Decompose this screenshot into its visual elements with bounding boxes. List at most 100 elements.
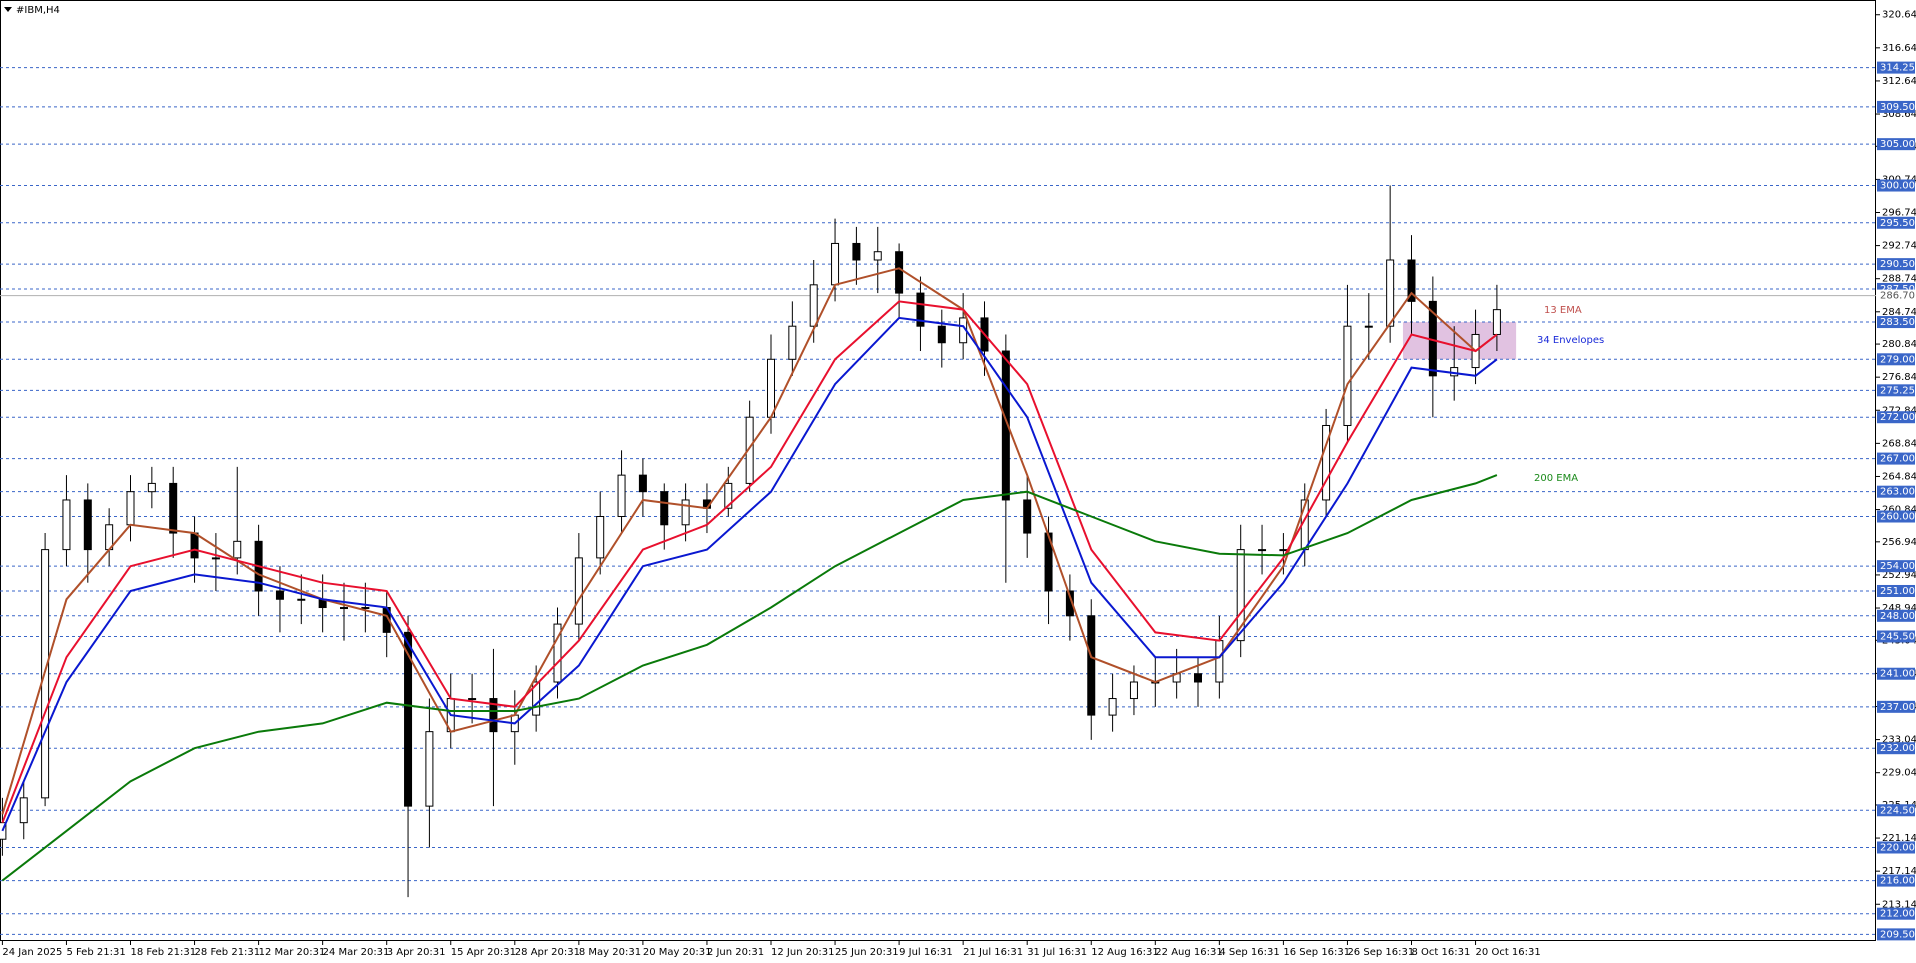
candle-body bbox=[1279, 549, 1288, 552]
candle-body bbox=[617, 474, 626, 518]
level-label: 260.00 bbox=[1880, 512, 1915, 523]
candle-body bbox=[468, 698, 477, 701]
current-price-bg bbox=[1877, 289, 1915, 302]
candle-body bbox=[895, 251, 904, 294]
candle-body bbox=[937, 325, 946, 344]
x-tick-label: 15 Apr 20:31 bbox=[451, 947, 516, 958]
candle-body bbox=[1386, 259, 1395, 327]
y-tick-label: 316.64 bbox=[1882, 43, 1916, 54]
level-label-bg bbox=[1877, 907, 1915, 920]
x-tick-label: 9 Jul 16:31 bbox=[899, 947, 953, 958]
y-tick-label: 312.64 bbox=[1882, 76, 1916, 87]
candle-body bbox=[1023, 499, 1032, 534]
candle-body bbox=[233, 540, 242, 559]
x-tick-label: 8 Oct 16:31 bbox=[1412, 947, 1471, 958]
level-label-bg bbox=[1877, 138, 1915, 151]
level-label: 272.00 bbox=[1880, 412, 1915, 423]
candle-body bbox=[553, 623, 562, 683]
y-tick-label: 248.94 bbox=[1882, 603, 1916, 614]
candle-body bbox=[596, 516, 605, 559]
candle-body bbox=[190, 532, 199, 559]
candle-body bbox=[1322, 424, 1331, 501]
y-tick-label: 272.84 bbox=[1882, 405, 1916, 416]
level-label: 290.50 bbox=[1880, 259, 1915, 270]
level-label-bg bbox=[1877, 179, 1915, 192]
chart-title: #IBM,H4 bbox=[16, 5, 60, 16]
y-tick-label: 296.74 bbox=[1882, 208, 1916, 219]
candle-body bbox=[126, 491, 135, 526]
y-tick-label: 229.04 bbox=[1882, 768, 1916, 779]
y-tick-label: 233.04 bbox=[1882, 735, 1916, 746]
y-tick-label: 280.84 bbox=[1882, 339, 1916, 350]
level-label-bg bbox=[1877, 700, 1915, 713]
level-label: 300.00 bbox=[1880, 181, 1915, 192]
y-tick-label: 217.14 bbox=[1882, 866, 1916, 877]
level-label-bg bbox=[1877, 100, 1915, 113]
candle-body bbox=[425, 731, 434, 807]
level-label: 267.00 bbox=[1880, 454, 1915, 465]
x-tick-label: 12 Jun 20:31 bbox=[771, 947, 835, 958]
candle-body bbox=[1108, 698, 1117, 716]
y-tick-label: 256.94 bbox=[1882, 537, 1916, 548]
x-tick-label: 12 Aug 16:31 bbox=[1091, 947, 1158, 958]
level-label: 287.50 bbox=[1880, 284, 1915, 295]
candle-body bbox=[873, 251, 882, 261]
x-tick-label: 21 Jul 16:31 bbox=[963, 947, 1023, 958]
level-label: 309.50 bbox=[1880, 102, 1915, 113]
indicator-label: 13 EMA bbox=[1544, 305, 1582, 316]
x-tick-label: 18 Feb 21:31 bbox=[131, 947, 197, 958]
candle-body bbox=[681, 499, 690, 526]
level-label: 275.25 bbox=[1880, 385, 1915, 396]
candle-body bbox=[1492, 309, 1501, 335]
level-label: 305.00 bbox=[1880, 139, 1915, 150]
x-tick-label: 5 Feb 21:31 bbox=[66, 947, 125, 958]
y-tick-label: 268.84 bbox=[1882, 438, 1916, 449]
x-tick-label: 12 Mar 20:31 bbox=[259, 947, 326, 958]
x-tick-label: 24 Mar 20:31 bbox=[323, 947, 390, 958]
level-label: 283.50 bbox=[1880, 317, 1915, 328]
candle-body bbox=[169, 482, 178, 534]
level-label-bg bbox=[1877, 630, 1915, 643]
x-tick-label: 26 Sep 16:31 bbox=[1347, 947, 1414, 958]
level-label-bg bbox=[1877, 742, 1915, 755]
candle-body bbox=[831, 242, 840, 286]
candle-body bbox=[83, 499, 92, 551]
level-label: 254.00 bbox=[1880, 561, 1915, 572]
x-tick-label: 20 May 20:31 bbox=[643, 947, 712, 958]
x-tick-label: 25 Jun 20:31 bbox=[835, 947, 899, 958]
level-label-bg bbox=[1877, 584, 1915, 597]
candle-body bbox=[1129, 681, 1138, 700]
level-label: 237.00 bbox=[1880, 702, 1915, 713]
y-tick-label: 213.14 bbox=[1882, 899, 1916, 910]
candle-body bbox=[297, 598, 306, 601]
y-tick-label: 252.94 bbox=[1882, 570, 1916, 581]
y-tick-label: 284.74 bbox=[1882, 307, 1916, 318]
indicator-line bbox=[1, 267, 1498, 815]
y-tick-label: 308.64 bbox=[1882, 109, 1916, 120]
candle-body bbox=[1343, 325, 1352, 426]
level-label-bg bbox=[1877, 485, 1915, 498]
level-label-bg bbox=[1877, 609, 1915, 622]
candle-body bbox=[1450, 367, 1459, 377]
level-label-bg bbox=[1877, 560, 1915, 573]
level-label-bg bbox=[1877, 874, 1915, 887]
plot-frame bbox=[0, 0, 1876, 941]
candle-body bbox=[1001, 350, 1010, 501]
candle-body bbox=[275, 590, 284, 600]
candle-body bbox=[916, 292, 925, 327]
level-label: 224.50 bbox=[1880, 805, 1915, 816]
level-label: 216.00 bbox=[1880, 876, 1915, 887]
x-tick-label: 22 Aug 16:31 bbox=[1155, 947, 1222, 958]
level-label: 248.00 bbox=[1880, 611, 1915, 622]
candle-body bbox=[489, 698, 498, 733]
candle-body bbox=[532, 681, 541, 716]
level-label: 251.00 bbox=[1880, 586, 1915, 597]
candle-body bbox=[340, 607, 348, 610]
level-label: 220.00 bbox=[1880, 842, 1915, 853]
indicator-line bbox=[1, 300, 1498, 824]
candle-body bbox=[211, 557, 220, 560]
x-tick-label: 8 May 20:31 bbox=[579, 947, 641, 958]
level-label-bg bbox=[1877, 61, 1915, 74]
